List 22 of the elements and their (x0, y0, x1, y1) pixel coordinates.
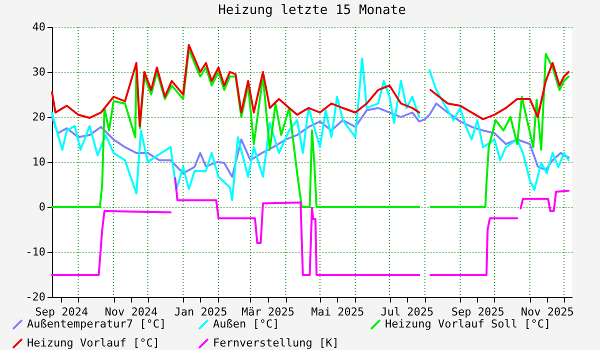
legend-label: Heizung Vorlauf [°C] (27, 336, 160, 350)
line-series (51, 102, 570, 178)
x-tick-label: Mai 2025 (311, 306, 364, 318)
legend-label: Außen [°C] (213, 318, 280, 331)
x-tick-label: Sep 2024 (35, 306, 88, 318)
y-tick-label: 0 (38, 200, 46, 214)
y-tick-label: -10 (26, 246, 46, 258)
x-tick-label: Nov 2025 (520, 306, 574, 318)
x-tick-label: Sep 2025 (451, 306, 504, 318)
legend-label: Fernverstellung [K] (213, 336, 339, 350)
chart-title: Heizung letzte 15 Monate (218, 3, 406, 18)
x-tick-label: Nov 2024 (104, 306, 158, 318)
y-tick-label: 40 (32, 20, 46, 34)
y-tick-label: 10 (32, 156, 46, 168)
y-tick-label: 30 (32, 66, 46, 78)
legend-label: Außentemperatur7 [°C] (27, 318, 166, 331)
x-tick-label: Jan 2025 (174, 306, 228, 318)
x-tick-label: Mär 2025 (242, 306, 295, 318)
legend-label: Heizung Vorlauf Soll [°C] (385, 318, 551, 331)
y-tick-label: 20 (32, 110, 46, 124)
x-tick-label: Jul 2025 (380, 306, 434, 318)
y-tick-label: -20 (26, 290, 46, 304)
